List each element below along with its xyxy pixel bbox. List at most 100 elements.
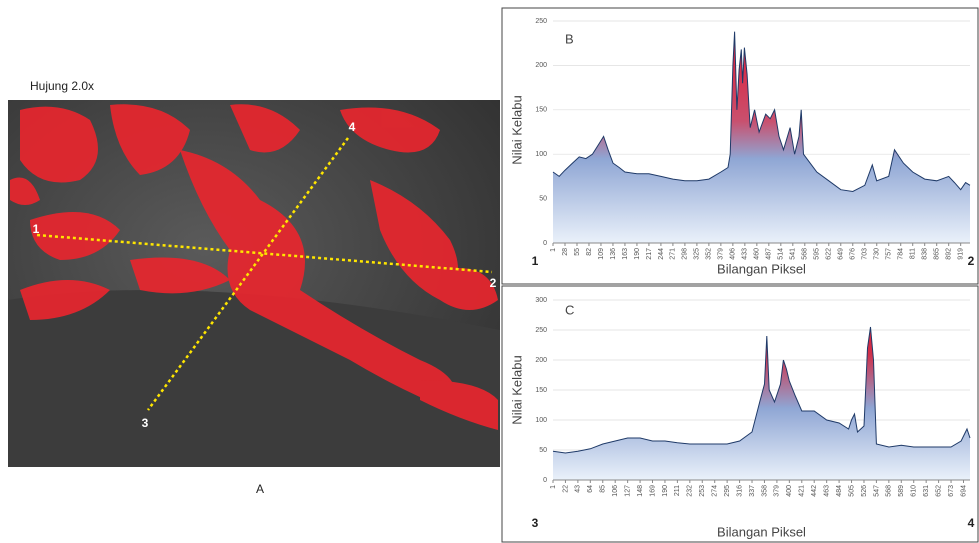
micrograph: [8, 100, 500, 467]
x-tick-label: 652: [935, 485, 942, 497]
x-tick-label: 232: [687, 485, 694, 497]
y-tick-label: 50: [539, 447, 547, 454]
y-tick-label: 300: [535, 297, 547, 304]
x-tick-label: 190: [662, 485, 669, 497]
x-tick-label: 631: [923, 485, 930, 497]
x-tick-label: 106: [612, 485, 619, 497]
x-tick-label: 919: [958, 248, 965, 260]
y-tick-label: 0: [543, 477, 547, 484]
x-tick-label: 244: [658, 248, 665, 260]
y-tick-label: 0: [543, 240, 547, 247]
x-axis-label: Bilangan Piksel: [717, 261, 806, 276]
x-tick-label: 406: [730, 248, 737, 260]
x-tick-label: 865: [934, 248, 941, 260]
point-label: 4: [349, 120, 356, 134]
x-tick-label: 295: [724, 485, 731, 497]
y-axis-label: Nilai Kelabu: [509, 355, 524, 424]
x-tick-label: 379: [774, 485, 781, 497]
x-tick-label: 541: [790, 248, 797, 260]
x-tick-label: 673: [948, 485, 955, 497]
x-tick-label: 589: [898, 485, 905, 497]
x-tick-label: 211: [674, 485, 681, 496]
x-tick-label: 505: [848, 485, 855, 497]
x-tick-label: 127: [624, 485, 631, 497]
x-tick-label: 649: [838, 248, 845, 260]
x-tick-label: 190: [634, 248, 641, 260]
x-tick-label: 316: [736, 485, 743, 497]
point-label: 2: [490, 276, 497, 290]
x-tick-label: 109: [598, 248, 605, 260]
x-tick-label: 337: [749, 485, 756, 497]
x-tick-label: 55: [574, 248, 581, 256]
x-tick-label: 547: [873, 485, 880, 497]
x-tick-label: 460: [754, 248, 761, 260]
y-tick-label: 200: [535, 62, 547, 69]
y-tick-label: 50: [539, 195, 547, 202]
x-tick-label: 892: [946, 248, 953, 260]
x-tick-label: 325: [694, 248, 701, 260]
x-axis-label: Bilangan Piksel: [717, 524, 806, 539]
panel-title: Hujung 2.0x: [30, 79, 94, 93]
end-label: 4: [968, 516, 975, 530]
x-tick-label: 1: [550, 248, 557, 252]
x-tick-label: 421: [799, 485, 806, 497]
x-tick-label: 463: [824, 485, 831, 497]
x-tick-label: 22: [562, 485, 569, 493]
x-tick-label: 676: [850, 248, 857, 260]
start-label: 3: [532, 516, 539, 530]
x-tick-label: 1: [550, 485, 557, 489]
chart-frame: [501, 285, 979, 543]
x-tick-label: 703: [862, 248, 869, 260]
y-tick-label: 100: [535, 151, 547, 158]
x-tick-label: 838: [922, 248, 929, 260]
x-tick-label: 526: [861, 485, 868, 497]
line: [552, 326, 971, 454]
x-tick-label: 610: [911, 485, 918, 497]
y-tick-label: 100: [535, 417, 547, 424]
x-tick-label: 514: [778, 248, 785, 260]
x-tick-label: 442: [811, 485, 818, 497]
line: [552, 31, 971, 193]
end-label: 2: [968, 254, 975, 268]
area: [553, 327, 970, 480]
chart-frame: [501, 7, 979, 285]
y-tick-label: 150: [535, 107, 547, 114]
x-tick-label: 487: [766, 248, 773, 260]
x-tick-label: 484: [836, 485, 843, 497]
point-label: 1: [33, 222, 40, 236]
x-tick-label: 358: [761, 485, 768, 497]
x-tick-label: 400: [786, 485, 793, 497]
x-tick-label: 136: [610, 248, 617, 260]
x-tick-label: 757: [886, 248, 893, 260]
y-tick-label: 250: [535, 327, 547, 334]
y-axis-label: Nilai Kelabu: [509, 95, 524, 164]
x-tick-label: 433: [742, 248, 749, 260]
x-tick-label: 352: [706, 248, 713, 260]
point-label: 3: [142, 416, 149, 430]
x-tick-label: 784: [898, 248, 905, 260]
x-tick-label: 271: [670, 248, 677, 260]
x-tick-label: 28: [562, 248, 569, 256]
x-tick-label: 217: [646, 248, 653, 260]
x-tick-label: 811: [910, 248, 917, 259]
y-tick-label: 200: [535, 357, 547, 364]
x-tick-label: 568: [802, 248, 809, 260]
chart-annotation: C: [565, 302, 574, 317]
x-tick-label: 43: [575, 485, 582, 493]
x-tick-label: 148: [637, 485, 644, 497]
y-tick-label: 150: [535, 387, 547, 394]
x-tick-label: 622: [826, 248, 833, 260]
panel-caption: A: [256, 482, 264, 496]
x-tick-label: 82: [586, 248, 593, 256]
x-tick-label: 85: [600, 485, 607, 493]
area: [553, 31, 970, 244]
x-tick-label: 64: [587, 485, 594, 493]
x-tick-label: 298: [682, 248, 689, 260]
y-tick-label: 250: [535, 18, 547, 25]
x-tick-label: 568: [886, 485, 893, 497]
x-tick-label: 253: [699, 485, 706, 497]
x-tick-label: 694: [960, 485, 967, 497]
chart-annotation: B: [565, 31, 574, 46]
x-tick-label: 274: [712, 485, 719, 497]
